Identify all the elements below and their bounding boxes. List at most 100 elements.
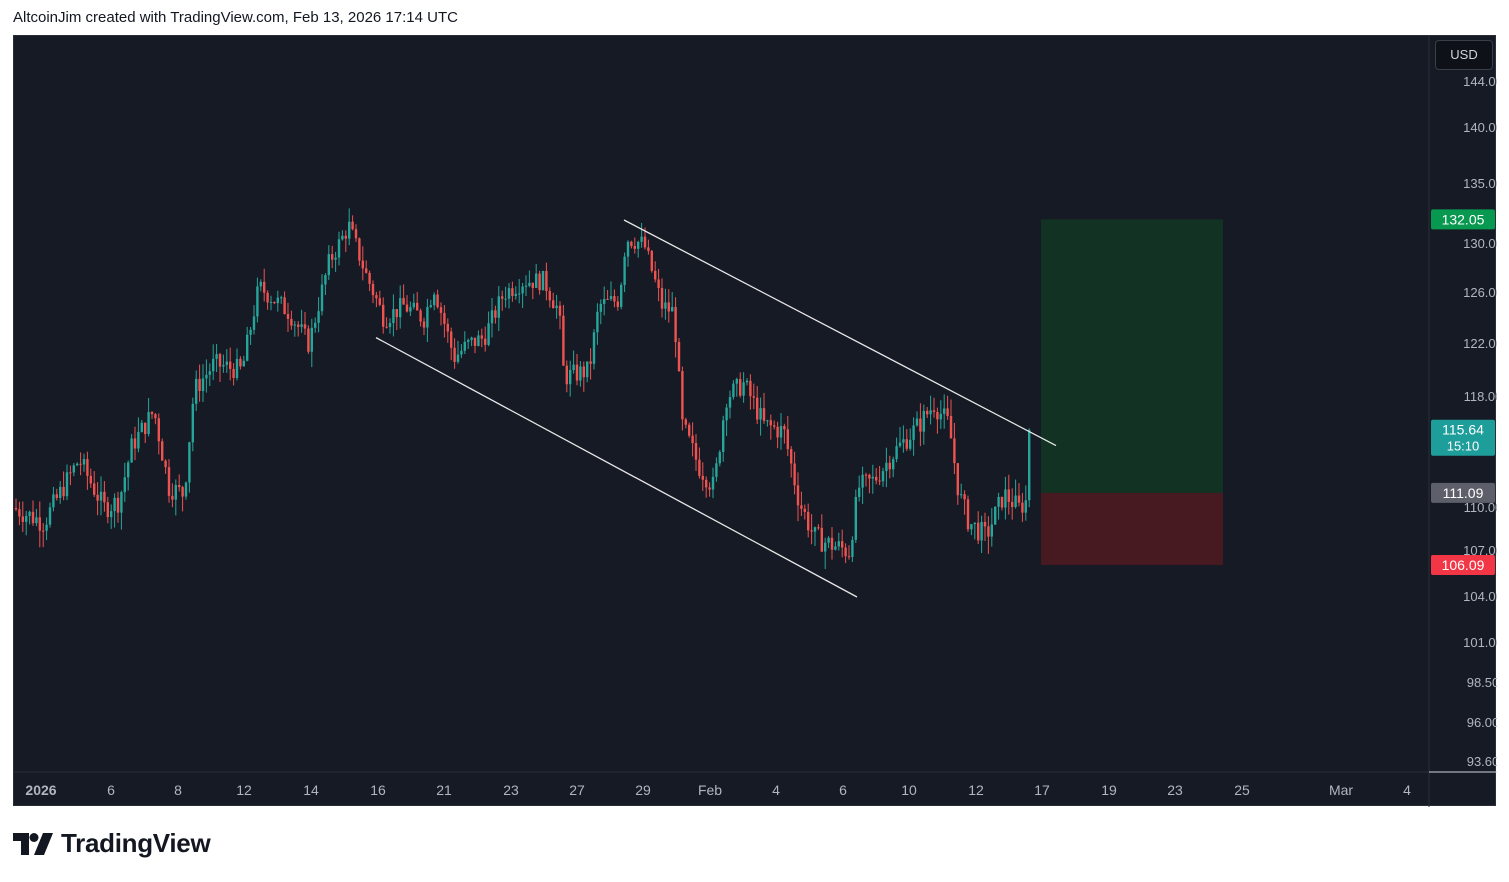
candle-body (837, 541, 840, 547)
candle-body (579, 366, 582, 381)
candle-body (820, 527, 823, 552)
candle-body (868, 474, 871, 479)
candle-body (419, 310, 422, 322)
candle-body (116, 497, 120, 513)
candle-body (201, 378, 205, 392)
price-tick-label: 101.00 (1463, 635, 1497, 650)
candle-body (790, 449, 793, 464)
candle-body (55, 494, 58, 498)
candle-body (919, 418, 922, 432)
candle-body (575, 364, 579, 381)
time-tick-label: 19 (1101, 782, 1117, 798)
candle-body (596, 311, 599, 333)
candle-body (620, 284, 623, 307)
candle-body (354, 229, 358, 239)
candle-body (511, 288, 514, 296)
candle-body (796, 485, 800, 506)
candle-body (762, 408, 766, 421)
candle-body (994, 506, 997, 525)
candle-body (235, 358, 239, 379)
candle-body (793, 463, 796, 486)
time-tick-label: 2026 (25, 782, 56, 798)
candle-body (99, 491, 103, 501)
time-tick-label: Feb (698, 782, 722, 798)
candle-body (337, 239, 341, 258)
candle-body (307, 328, 310, 352)
candle-body (647, 247, 650, 251)
candle-body (69, 472, 72, 474)
price-chart[interactable]: 93.6096.0098.50101.00104.00107.00110.001… (14, 36, 1497, 807)
candle-body (922, 410, 925, 432)
candle-body (626, 241, 630, 257)
candle-body (582, 366, 585, 378)
candle-body (514, 293, 517, 296)
candle-body (178, 485, 181, 488)
candle-body (878, 480, 881, 482)
candle-body (290, 318, 293, 326)
candle-body (667, 302, 670, 312)
candle-body (392, 309, 395, 324)
candle-body (147, 412, 150, 435)
chart-area[interactable]: 93.6096.0098.50101.00104.00107.00110.001… (13, 35, 1497, 807)
candle-body (494, 310, 497, 318)
candle-body (232, 368, 235, 379)
price-tick-label: 93.60 (1467, 754, 1497, 769)
candle-body (103, 491, 106, 503)
candle-body (426, 306, 429, 328)
time-tick-label: 12 (236, 782, 252, 798)
target-zone (1041, 219, 1223, 493)
candle-body (664, 302, 667, 309)
candle-body (766, 420, 769, 422)
candle-body (422, 321, 426, 328)
candle-body (589, 361, 592, 364)
candle-body (259, 281, 262, 287)
candle-body (106, 502, 109, 518)
candle-body (215, 354, 218, 359)
candle-body (45, 524, 48, 531)
candle-body (548, 291, 551, 301)
currency-button[interactable]: USD (1435, 40, 1493, 70)
candle-body (412, 302, 415, 308)
candle-body (956, 463, 959, 496)
candle-body (266, 292, 269, 303)
candle-body (453, 347, 456, 362)
candle-body (256, 286, 259, 317)
candle-body (633, 246, 636, 249)
candle-body (368, 272, 371, 284)
candle-body (405, 304, 409, 312)
candle-body (718, 451, 721, 464)
candle-body (144, 422, 147, 435)
price-tick-label: 140.00 (1463, 120, 1497, 135)
candle-body (402, 298, 405, 305)
candle-body (218, 354, 222, 367)
candle-body (133, 438, 137, 449)
candle-body (113, 497, 116, 512)
candle-body (59, 486, 62, 498)
candle-body (881, 471, 885, 482)
candle-body (439, 307, 443, 313)
candle-body (450, 331, 453, 348)
candle-body (783, 426, 786, 430)
chart-attribution: AltcoinJim created with TradingView.com,… (13, 9, 458, 26)
candle-body (497, 296, 500, 318)
candle-body (769, 420, 772, 426)
candle-body (528, 282, 531, 286)
candle-body (518, 293, 521, 295)
candle-body (565, 365, 568, 385)
price-tick-label: 135.00 (1463, 176, 1497, 191)
candle-body (382, 304, 385, 327)
candle-body (212, 358, 215, 372)
candle-body (324, 275, 327, 285)
candle-body (847, 556, 851, 558)
candle-body (555, 305, 558, 309)
candle-body (728, 397, 732, 408)
candle-body (195, 378, 198, 404)
time-tick-label: 27 (569, 782, 585, 798)
candle-body (222, 364, 225, 367)
candle-body (841, 541, 844, 548)
candle-body (745, 380, 749, 383)
candle-body (433, 294, 436, 306)
candle-body (154, 414, 157, 419)
candle-body (524, 285, 528, 287)
candle-body (198, 378, 201, 392)
